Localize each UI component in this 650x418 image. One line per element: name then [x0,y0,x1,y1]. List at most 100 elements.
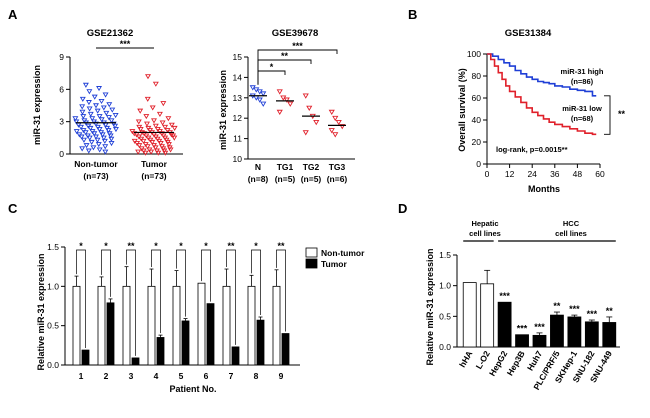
chart-a1-point-0-42 [96,127,103,133]
chart-d-ytick-label-1: 0.5 [439,311,451,321]
chart-a1-n-0: (n=73) [83,171,108,181]
chart-a1-point-0-62 [101,138,108,144]
chart-a1-point-0-66 [83,143,90,149]
chart-c-bar-nontumor-3 [147,285,156,366]
chart-a2-ytick-label-4: 14 [233,72,243,82]
chart-a1-point-0-5 [79,96,86,102]
chart-a1-point-1-48 [140,138,147,144]
chart-a1-point-0-6 [98,98,105,105]
chart-a2-ylabel: miR-31 expression [218,70,228,150]
chart-d-group-hcc-line1: HCC [563,219,580,228]
chart-a2-n-1: (n=5) [275,174,296,184]
chart-c-bar-nontumor-5 [197,282,206,366]
chart-a1-point-1-10 [135,119,142,125]
chart-d-ytick-label-0: 0.0 [439,342,451,352]
chart-a2-xlabel-3: TG3 [329,162,346,172]
chart-a1-point-0-18 [112,112,119,119]
chart-c-xtick-label-8: 9 [279,371,284,381]
chart-c-sig-6: ** [227,241,235,251]
chart-c-bar-nontumor-8 [272,285,281,366]
chart-c-sig-5: * [204,241,208,251]
chart-a1-point-0-19 [96,114,103,120]
chart-a2-bracket-1 [257,59,312,85]
chart-a1-xlabel-0: Non-tumor [74,159,118,169]
chart-b-ytick-label-1: 20 [472,137,482,147]
chart-d-xtick-label-0: hHA [457,349,474,369]
chart-a1-point-0-61 [80,137,87,143]
chart-c-sig-2: ** [127,241,135,251]
chart-a2-point-3-3 [339,124,346,130]
chart-a2-point-3-0 [328,109,335,116]
chart-c-bracket-8 [276,249,286,332]
chart-b-title: GSE31384 [505,28,552,39]
chart-a1-point-1-7 [143,114,150,120]
chart-a1-n-1: (n=73) [141,171,166,181]
chart-a2: GSE39678 miR-31 expression [218,28,318,150]
chart-a1-point-0-22 [89,116,96,122]
chart-c-bar-tumor-4 [181,320,190,366]
chart-b-xlabel: Months [528,184,560,194]
chart-d-bar-2 [497,301,512,348]
chart-b-xtick-label-5: 60 [595,169,605,179]
chart-a1-point-1-69 [135,149,142,155]
chart-a1-point-1-8 [165,116,172,122]
chart-c-legend-swatch-nontumor [305,247,318,258]
chart-a2-point-1-0 [276,89,283,95]
chart-d-ylabel: Relative miR-31 expression [425,248,435,365]
chart-d-bar-5 [550,314,564,348]
chart-c-bracket-3 [151,249,161,334]
chart-a1-point-0-54 [107,133,114,139]
chart-b-ytick-label-2: 40 [472,115,482,125]
chart-b-ytick-label-0: 0 [476,159,481,169]
chart-a1-point-0-56 [78,134,85,140]
chart-c-sig-0: * [79,241,83,251]
chart-a1-point-0-15 [79,109,86,115]
chart-a2-ytick-label-5: 15 [233,52,243,62]
chart-c-bracket-5 [201,249,211,302]
chart-a2-bracket-0 [257,70,286,85]
chart-a2-ytick-label-3: 13 [233,93,243,103]
chart-a1-point-0-48 [82,130,89,136]
chart-a1-point-0-13 [109,107,116,113]
chart-a2-point-0-7 [260,101,267,107]
chart-c-bracket-7 [251,249,261,316]
chart-a2-point-2-4 [302,130,309,136]
chart-d-bar-7 [584,321,599,348]
chart-a1-point-0-50 [91,131,98,137]
chart-a1-point-0-67 [102,144,109,150]
panel-label-b: B [408,7,417,22]
chart-a1-point-1-50 [149,139,156,146]
chart-a1-point-1-4 [149,105,156,111]
chart-c-ytick-label-1: 0.5 [47,321,59,331]
chart-a1-ytick-label-0: 0 [59,149,64,159]
chart-c-ytick-label-0: 0.0 [47,360,59,370]
chart-c-bracket-0 [76,249,86,349]
chart-a1-point-0-24 [98,117,105,123]
chart-c-bar-tumor-8 [281,333,290,366]
chart-a1-point-0-72 [102,149,109,155]
chart-a1-point-0-65 [95,142,102,148]
chart-b-ytick-label-3: 60 [472,93,482,103]
chart-a2-point-1-4 [276,109,283,116]
chart-c-xtick-label-2: 3 [129,371,134,381]
chart-a1-point-1-2 [144,96,151,102]
chart-c-xtick-label-6: 7 [229,371,234,381]
chart-a2-point-0-3 [260,91,267,97]
chart-b-xtick-label-3: 36 [550,169,560,179]
chart-a1-ytick-label-2: 6 [59,84,64,94]
chart-c-bar-tumor-0 [81,349,90,366]
chart-a2-bracket-label-1: ** [281,51,289,61]
chart-a2-bracket-2 [257,49,338,85]
chart-c-xlabel: Patient No. [169,384,216,394]
chart-a1-point-0-46 [73,129,80,135]
chart-a1-significance: *** [120,39,131,49]
chart-c: Relative miR-31 expression Patient No. N… [36,247,365,394]
chart-d-sig-7: *** [587,309,598,319]
chart-a1-point-0-40 [87,125,94,132]
chart-a1-point-1-13 [168,122,175,128]
chart-c-xtick-label-4: 5 [179,371,184,381]
chart-b-legend-high-n: (n=86) [571,77,594,86]
chart-a1-point-0-16 [103,110,110,116]
chart-d-sig-3: *** [517,324,528,334]
